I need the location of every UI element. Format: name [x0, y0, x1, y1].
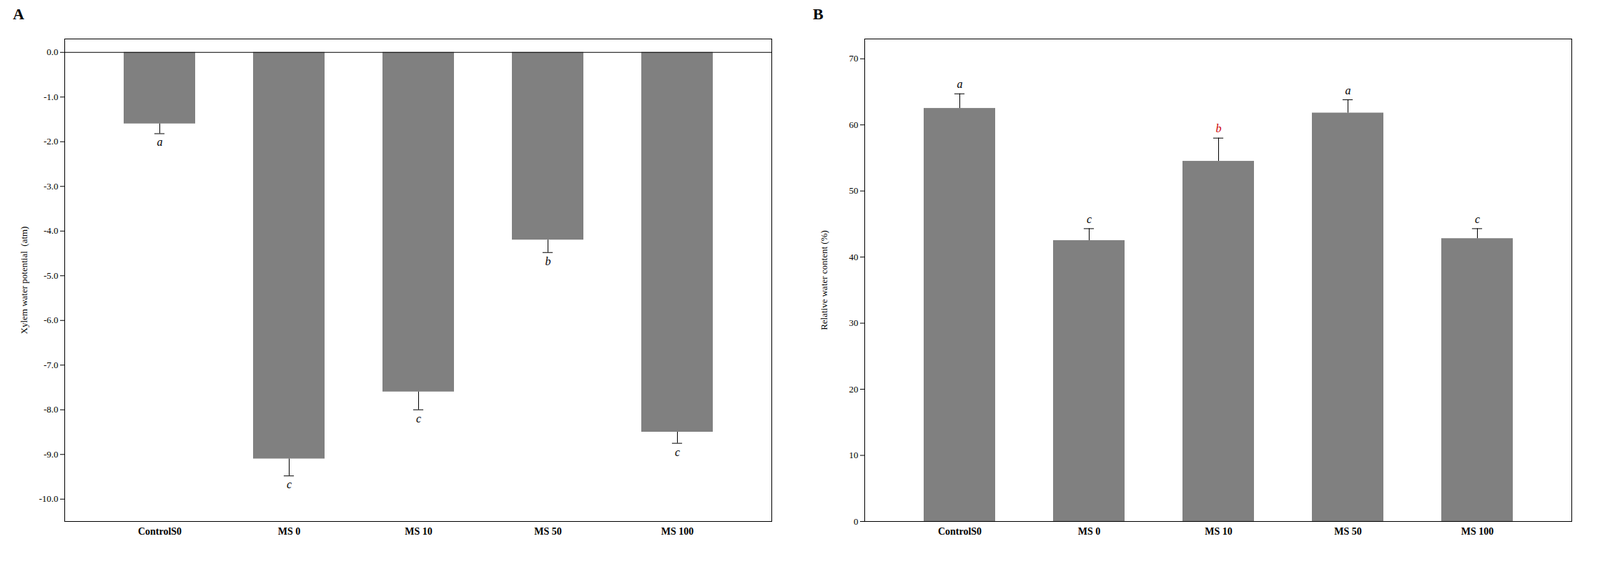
svg-text:20: 20: [849, 383, 859, 395]
svg-text:30: 30: [849, 317, 859, 329]
svg-text:0.0: 0.0: [46, 46, 58, 58]
svg-text:a: a: [957, 77, 964, 91]
svg-text:0: 0: [853, 516, 859, 527]
svg-text:MS 50: MS 50: [534, 526, 562, 537]
svg-text:70: 70: [849, 52, 859, 64]
svg-text:c: c: [286, 478, 292, 491]
svg-text:10: 10: [849, 449, 859, 461]
html-text:A: A: [12, 5, 25, 23]
html-text:B: B: [812, 5, 824, 23]
svg-text:-6.0: -6.0: [43, 314, 59, 326]
svg-text:Xylem water potential (atm): Xylem water potential (atm): [18, 226, 30, 335]
svg-text:b: b: [1216, 122, 1222, 135]
svg-text:ControlS0: ControlS0: [937, 526, 982, 537]
svg-text:c: c: [1474, 213, 1480, 226]
svg-text:ControlS0: ControlS0: [137, 526, 182, 537]
svg-text:a: a: [1345, 84, 1352, 97]
svg-text:a: a: [157, 135, 164, 148]
svg-text:-4.0: -4.0: [43, 225, 59, 236]
svg-text:-7.0: -7.0: [43, 359, 59, 371]
svg-text:MS 0: MS 0: [278, 526, 301, 537]
svg-text:MS 100: MS 100: [661, 526, 695, 537]
svg-text:-10.0: -10.0: [38, 493, 58, 505]
svg-text:MS 10: MS 10: [404, 526, 433, 537]
svg-text:-3.0: -3.0: [43, 180, 59, 192]
svg-text:40: 40: [849, 251, 859, 263]
svg-text:-5.0: -5.0: [43, 270, 59, 281]
svg-text:-8.0: -8.0: [43, 403, 59, 415]
svg-text:-2.0: -2.0: [43, 135, 59, 147]
svg-text:MS 100: MS 100: [1461, 526, 1495, 537]
svg-text:50: 50: [849, 185, 859, 196]
svg-text:MS 0: MS 0: [1078, 526, 1101, 537]
svg-text:b: b: [545, 255, 552, 268]
svg-text:MS 50: MS 50: [1334, 526, 1362, 537]
svg-text:Relative water content (%): Relative water content (%): [818, 230, 830, 331]
svg-text:c: c: [1086, 213, 1092, 226]
svg-text:-9.0: -9.0: [43, 448, 59, 460]
svg-text:-1.0: -1.0: [43, 91, 59, 103]
svg-text:60: 60: [849, 119, 859, 131]
svg-text:c: c: [416, 412, 422, 425]
svg-text:c: c: [674, 445, 680, 458]
svg-text:MS 10: MS 10: [1204, 526, 1233, 537]
